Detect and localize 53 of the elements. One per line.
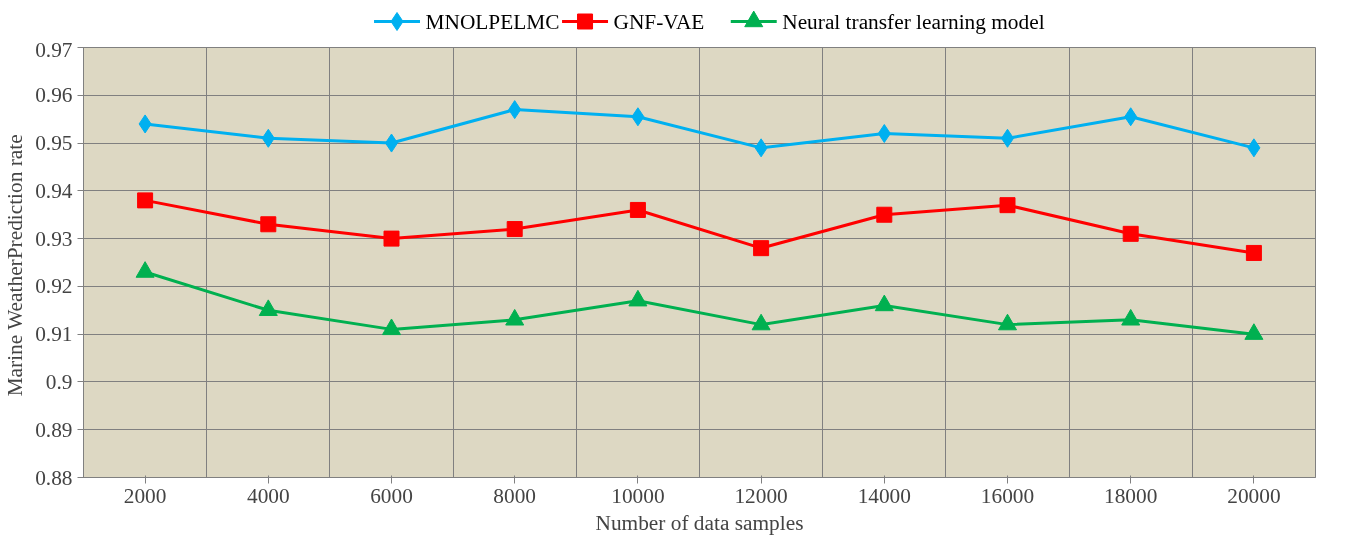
y-tick-label: 0.88 bbox=[35, 465, 73, 490]
legend-label: Neural transfer learning model bbox=[782, 9, 1045, 34]
point bbox=[382, 318, 401, 336]
x-tick-label: 2000 bbox=[123, 483, 167, 508]
point bbox=[1247, 138, 1261, 158]
point bbox=[999, 197, 1016, 214]
point bbox=[1245, 244, 1262, 261]
point bbox=[631, 107, 645, 127]
x-tick-label: 16000 bbox=[980, 483, 1035, 508]
y-tick-label: 0.96 bbox=[35, 83, 73, 108]
point bbox=[751, 313, 771, 331]
point bbox=[754, 138, 768, 158]
point bbox=[258, 299, 278, 316]
x-tick-label: 10000 bbox=[611, 483, 665, 508]
legend-label: MNOLPELMC bbox=[425, 9, 560, 34]
point bbox=[877, 124, 891, 143]
y-axis-title: Marine WeatherPrediction rate bbox=[3, 134, 28, 397]
y-tick-label: 0.9 bbox=[45, 369, 73, 394]
point bbox=[874, 294, 894, 312]
x-tick-label: 12000 bbox=[734, 483, 788, 508]
x-axis-title: Number of data samples bbox=[595, 510, 804, 535]
point bbox=[383, 230, 400, 247]
point bbox=[1122, 225, 1139, 242]
point bbox=[260, 216, 277, 233]
point bbox=[508, 100, 522, 120]
y-tick-label: 0.94 bbox=[35, 178, 73, 203]
y-tick-label: 0.91 bbox=[35, 322, 73, 347]
x-tick-label: 14000 bbox=[857, 483, 911, 508]
point bbox=[998, 313, 1017, 331]
y-tick-label: 0.92 bbox=[35, 274, 73, 299]
point bbox=[753, 240, 770, 257]
y-tick-label: 0.89 bbox=[35, 417, 73, 442]
point bbox=[1121, 308, 1141, 326]
y-tick-label: 0.97 bbox=[35, 37, 73, 62]
x-tick-label: 6000 bbox=[370, 483, 413, 508]
x-tick-label: 8000 bbox=[493, 483, 537, 508]
point bbox=[505, 308, 525, 326]
point bbox=[506, 221, 523, 238]
point bbox=[1124, 107, 1138, 127]
point bbox=[138, 114, 152, 134]
x-tick-label: 18000 bbox=[1104, 483, 1158, 508]
x-tick-label: 20000 bbox=[1227, 483, 1281, 508]
y-tick-label: 0.95 bbox=[35, 131, 73, 156]
point bbox=[629, 201, 646, 218]
point bbox=[137, 192, 154, 209]
x-tick-label: 4000 bbox=[246, 483, 290, 508]
y-tick-label: 0.93 bbox=[35, 226, 73, 251]
point bbox=[261, 128, 275, 148]
legend-label: GNF-VAE bbox=[613, 9, 705, 34]
point bbox=[628, 289, 648, 307]
point bbox=[1244, 323, 1264, 340]
point bbox=[876, 206, 893, 223]
point bbox=[135, 261, 155, 278]
